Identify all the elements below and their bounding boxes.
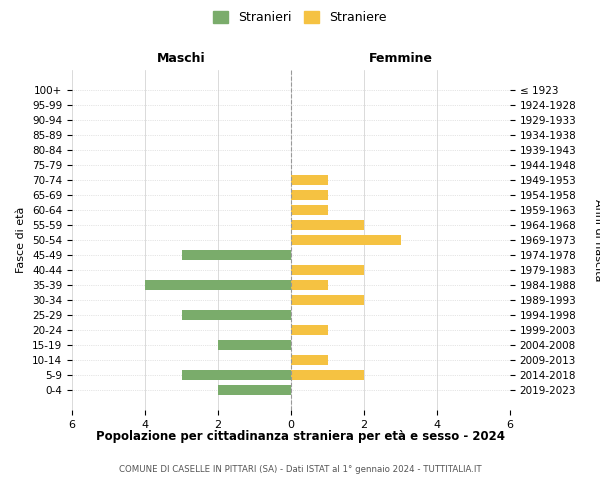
Bar xyxy=(291,280,328,290)
Bar xyxy=(182,370,291,380)
Bar xyxy=(291,220,364,230)
Y-axis label: Fasce di età: Fasce di età xyxy=(16,207,26,273)
Legend: Stranieri, Straniere: Stranieri, Straniere xyxy=(208,6,392,29)
Bar xyxy=(291,295,364,304)
Text: Popolazione per cittadinanza straniera per età e sesso - 2024: Popolazione per cittadinanza straniera p… xyxy=(95,430,505,443)
Bar xyxy=(291,355,328,364)
Bar xyxy=(291,205,328,215)
Text: Maschi: Maschi xyxy=(157,52,206,65)
Bar xyxy=(291,176,328,185)
Bar xyxy=(182,250,291,260)
Bar xyxy=(218,340,291,349)
Bar xyxy=(291,370,364,380)
Text: Femmine: Femmine xyxy=(368,52,433,65)
Bar xyxy=(291,265,364,275)
Bar xyxy=(218,385,291,394)
Y-axis label: Anni di nascita: Anni di nascita xyxy=(593,198,600,281)
Bar xyxy=(145,280,291,290)
Bar xyxy=(291,190,328,200)
Bar xyxy=(182,310,291,320)
Text: COMUNE DI CASELLE IN PITTARI (SA) - Dati ISTAT al 1° gennaio 2024 - TUTTITALIA.I: COMUNE DI CASELLE IN PITTARI (SA) - Dati… xyxy=(119,465,481,474)
Bar xyxy=(291,325,328,334)
Bar xyxy=(291,235,401,245)
